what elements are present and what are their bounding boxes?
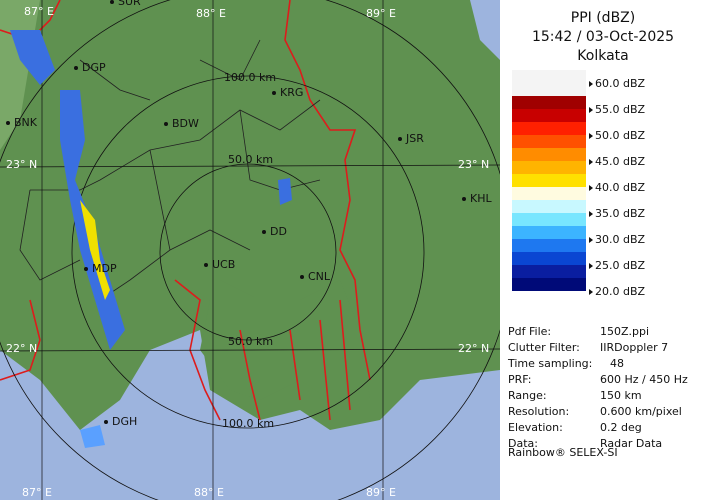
panel-title: PPI (dBZ) xyxy=(571,10,635,26)
range-label: 100.0 km xyxy=(224,71,276,84)
legend-bar xyxy=(512,70,586,291)
place-dot xyxy=(462,197,466,201)
place-dot xyxy=(74,66,78,70)
legend-label: 55.0 dBZ xyxy=(595,103,646,116)
legend-arrow xyxy=(589,289,593,295)
place-dot xyxy=(84,267,88,271)
legend-arrow xyxy=(589,107,593,113)
graticule-label: 22° N xyxy=(6,342,37,355)
info-label: Range: xyxy=(508,389,547,402)
place-label: JSR xyxy=(405,132,424,145)
place-label: KHL xyxy=(470,192,492,205)
sea-top xyxy=(470,0,500,60)
legend-arrow xyxy=(589,81,593,87)
place-dot xyxy=(300,275,304,279)
legend-arrow xyxy=(589,159,593,165)
legend-label: 25.0 dBZ xyxy=(595,259,646,272)
graticule-label: 23° N xyxy=(458,158,489,171)
info-label: Clutter Filter: xyxy=(508,341,580,354)
info-value: 150 km xyxy=(600,389,642,402)
panel-site: Kolkata xyxy=(577,48,628,64)
legend-label: 30.0 dBZ xyxy=(595,233,646,246)
graticule-label: 89° E xyxy=(366,486,396,499)
place-label: DGH xyxy=(112,415,137,428)
range-label: 100.0 km xyxy=(222,417,274,430)
place-label: BDW xyxy=(172,117,199,130)
place-dot xyxy=(104,420,108,424)
info-label: Resolution: xyxy=(508,405,569,418)
place-label: DD xyxy=(270,225,287,238)
info-value: Radar Data xyxy=(600,437,662,450)
graticule-label: 87° E xyxy=(22,486,52,499)
info-value: IIRDoppler 7 xyxy=(600,341,668,354)
place-dot xyxy=(272,91,276,95)
sea xyxy=(0,330,500,500)
range-label: 50.0 km xyxy=(228,153,273,166)
echoes xyxy=(10,30,292,448)
legend-label: 60.0 dBZ xyxy=(595,77,646,90)
info-value: 600 Hz / 450 Hz xyxy=(600,373,688,386)
place-dot xyxy=(110,0,114,4)
graticule-label: 88° E xyxy=(194,486,224,499)
info-value: 0.600 km/pixel xyxy=(600,405,682,418)
info-label: Elevation: xyxy=(508,421,563,434)
place-label: DGP xyxy=(82,61,106,74)
place-dot xyxy=(6,121,10,125)
info-value: 48 xyxy=(610,357,624,370)
legend-arrow xyxy=(589,133,593,139)
range-label: 50.0 km xyxy=(228,335,273,348)
info-label: PRF: xyxy=(508,373,531,386)
place-label: MDP xyxy=(92,262,117,275)
legend-label: 20.0 dBZ xyxy=(595,285,646,298)
place-label: CNL xyxy=(308,270,331,283)
graticule xyxy=(0,0,501,500)
place-dot xyxy=(204,263,208,267)
legend-arrow xyxy=(589,237,593,243)
place-label: SUR xyxy=(118,0,141,8)
graticule-label: 88° E xyxy=(196,7,226,20)
place-label: UCB xyxy=(212,258,235,271)
legend-arrow xyxy=(589,211,593,217)
info-label: Pdf File: xyxy=(508,325,551,338)
legend-arrow xyxy=(589,263,593,269)
delta xyxy=(180,280,370,400)
info-value: 0.2 deg xyxy=(600,421,642,434)
legend-label: 40.0 dBZ xyxy=(595,181,646,194)
graticule-label: 22° N xyxy=(458,342,489,355)
legend-label: 50.0 dBZ xyxy=(595,129,646,142)
info-label: Time sampling: xyxy=(507,357,592,370)
graticule-label: 23° N xyxy=(6,158,37,171)
legend-label: 35.0 dBZ xyxy=(595,207,646,220)
place-label: KRG xyxy=(280,86,303,99)
legend-label: 45.0 dBZ xyxy=(595,155,646,168)
panel-time: 15:42 / 03-Oct-2025 xyxy=(532,29,674,45)
place-dot xyxy=(398,137,402,141)
info-label: Data: xyxy=(508,437,538,450)
place-label: BNK xyxy=(14,116,38,129)
graticule-label: 89° E xyxy=(366,7,396,20)
districts xyxy=(19,39,321,301)
footer: Rainbow® SELEX-SI xyxy=(508,446,618,459)
place-dot xyxy=(164,122,168,126)
legend-arrow xyxy=(589,185,593,191)
place-dot xyxy=(262,230,266,234)
graticule-label: 87° E xyxy=(24,5,54,18)
info-value: 150Z.ppi xyxy=(600,325,649,338)
